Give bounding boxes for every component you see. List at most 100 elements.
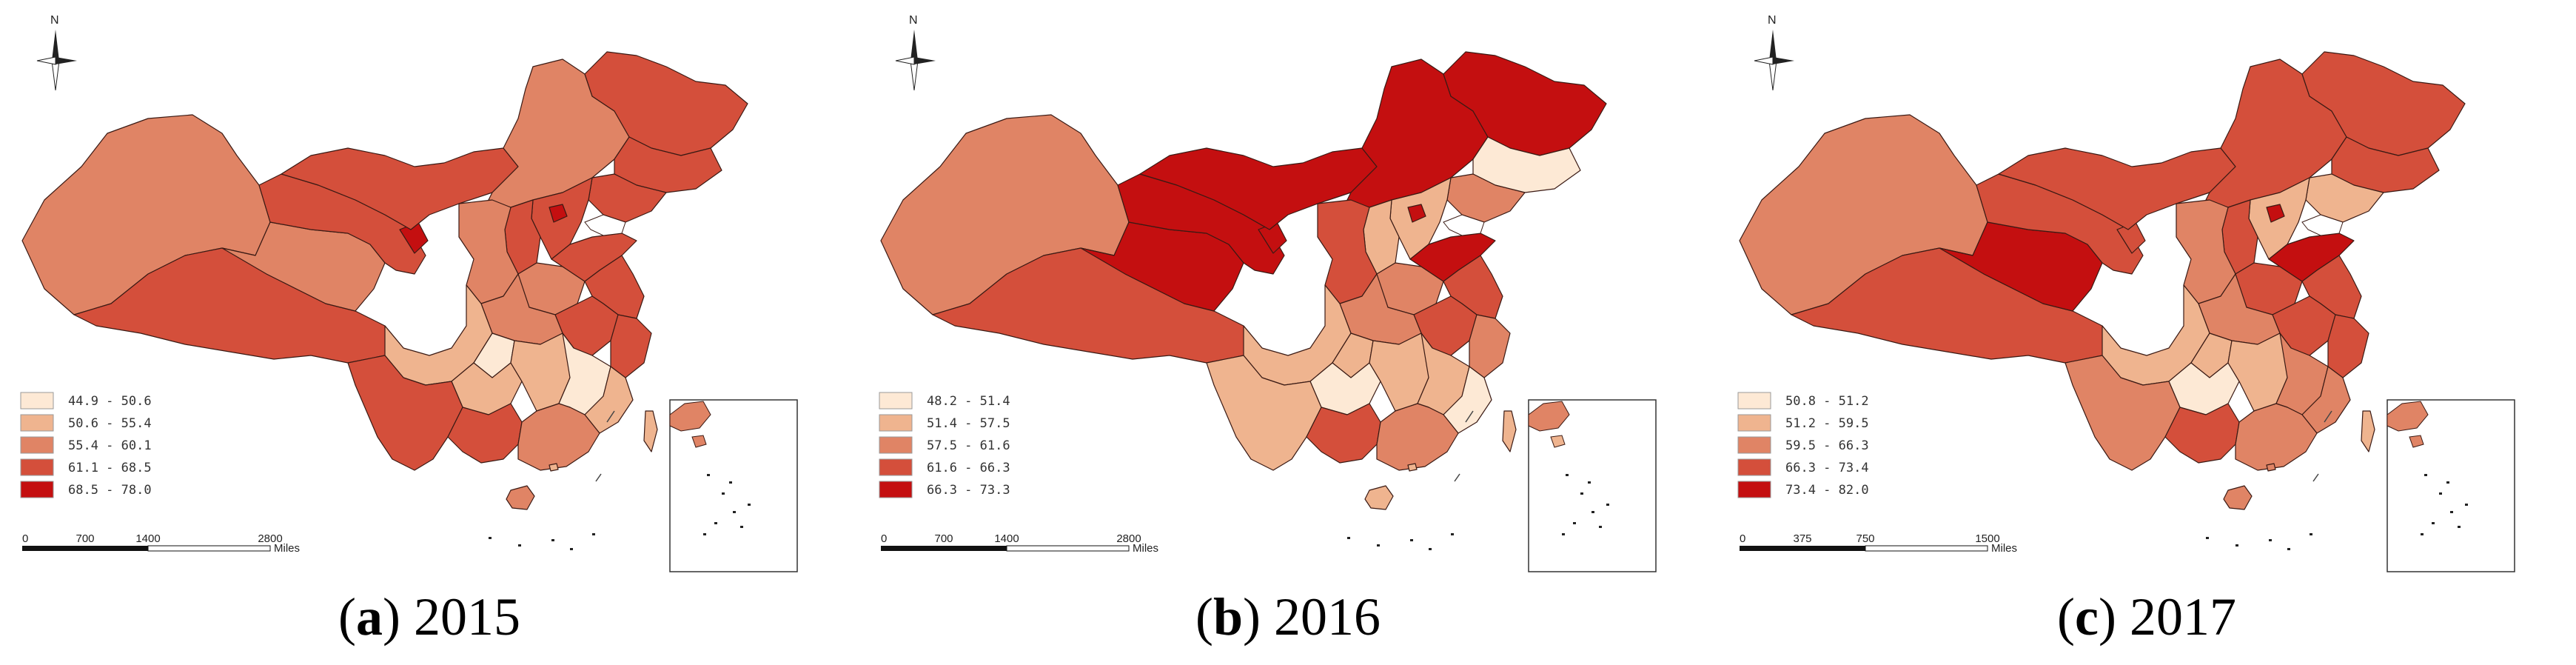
legend-label-2: 51.2 - 59.5 [1785, 416, 1869, 431]
province-fujian [2301, 366, 2351, 434]
scale-segment-light [1865, 545, 1988, 552]
south-china-sea-inset [2387, 399, 2515, 572]
island-mark [592, 533, 595, 535]
island-mark [1347, 537, 1350, 539]
map-panel-2015: N 44.9 - 50.6 50.6 - 55.4 55.4 - 60.1 61.1 -… [0, 0, 859, 665]
north-label: N [1768, 14, 1777, 27]
inset-island [2421, 533, 2424, 535]
province-liaoning [2305, 173, 2384, 223]
province-zhejiang [610, 314, 652, 378]
inset-island [2424, 474, 2427, 476]
inset-island [1606, 504, 1609, 506]
inset-island [1599, 526, 1602, 528]
north-arrow-icon: N [895, 14, 936, 91]
map-panel-2017: N 50.8 - 51.2 51.2 - 59.5 59.5 - 66.3 66.3 -… [1717, 0, 2576, 665]
north-label: N [50, 14, 59, 27]
legend-swatch-2 [20, 414, 54, 432]
bohai-sea [584, 214, 626, 236]
island-mark [2206, 537, 2209, 539]
legend-swatch-1 [20, 392, 54, 410]
inset-island [729, 481, 732, 484]
island-mark [489, 537, 492, 539]
province-fujian [1443, 366, 1492, 434]
province-guangdong [517, 403, 600, 471]
island-mark [518, 544, 521, 547]
scale-segment-dark [22, 546, 148, 551]
scale-tick-1: 700 [934, 532, 953, 545]
inset-island [2465, 504, 2468, 506]
scale-tick-0: 0 [22, 532, 28, 545]
province-liaoning [1446, 173, 1526, 223]
province-shandong [551, 233, 637, 282]
province-layer [21, 51, 748, 510]
legend-swatch-5 [1737, 481, 1771, 498]
island-mark [2269, 539, 2272, 541]
inset-island [2458, 526, 2461, 528]
province-zhejiang [2327, 314, 2369, 378]
legend-label-4: 61.6 - 66.3 [927, 461, 1010, 475]
province-shandong [1409, 233, 1496, 282]
legend-swatch-4 [1737, 458, 1771, 476]
inset-island [714, 522, 717, 524]
south-china-sea-inset [669, 399, 798, 572]
scale-unit: Miles [1991, 542, 2017, 555]
province-heilongjiang [584, 51, 748, 156]
scale-tick-3: 2800 [258, 532, 282, 545]
scale-segment-dark [1740, 546, 1865, 551]
province-layer [1739, 51, 2466, 510]
scale-tick-2: 750 [1856, 532, 1874, 545]
province-taiwan [1502, 410, 1517, 452]
province-taiwan [2361, 410, 2375, 452]
coastal-lines [595, 410, 615, 482]
caption-year: 2015 [413, 587, 520, 646]
inset-island [740, 526, 743, 528]
legend: 48.2 - 51.4 51.4 - 57.5 57.5 - 61.6 61.6 - … [879, 392, 1010, 498]
legend-label-5: 66.3 - 73.3 [927, 483, 1010, 498]
legend: 50.8 - 51.2 51.2 - 59.5 59.5 - 66.3 66.3 - … [1737, 392, 1869, 498]
province-guangxi [2164, 403, 2240, 464]
bohai-sea [1443, 214, 1485, 236]
legend-swatch-2 [879, 414, 913, 432]
scale-unit: Miles [274, 542, 300, 555]
inset-island [733, 511, 736, 513]
inset-island [2439, 492, 2442, 495]
island-mark [2235, 544, 2238, 547]
inset-island [2450, 511, 2453, 513]
inset-coast [669, 401, 711, 432]
island-marks [1347, 410, 1474, 550]
legend-label-3: 55.4 - 60.1 [68, 438, 152, 453]
caption-letter: b [1212, 587, 1244, 646]
scale-tick-3: 2800 [1116, 532, 1141, 545]
inset-island [1591, 511, 1594, 513]
province-yunnan [347, 355, 463, 471]
inset-island [1588, 481, 1591, 484]
island-mark [1451, 533, 1454, 535]
scale-segment-dark [881, 546, 1007, 551]
caption-letter: c [2075, 587, 2099, 646]
scale-tick-0: 0 [881, 532, 887, 545]
province-jilin [2331, 136, 2440, 193]
legend: 44.9 - 50.6 50.6 - 55.4 55.4 - 60.1 61.1 - … [20, 392, 152, 498]
scale-unit: Miles [1133, 542, 1158, 555]
legend-label-5: 73.4 - 82.0 [1785, 483, 1869, 498]
caption-year: 2016 [1274, 587, 1381, 646]
province-heilongjiang [1443, 51, 1607, 156]
legend-label-4: 61.1 - 68.5 [68, 461, 152, 475]
north-label: N [909, 14, 918, 27]
caption-2017: (c) 2017 [2057, 587, 2236, 646]
province-hainan [506, 485, 535, 510]
legend-swatch-4 [879, 458, 913, 476]
province-beijing [549, 204, 568, 223]
inset-coast [2387, 401, 2429, 432]
legend-label-1: 50.8 - 51.2 [1785, 394, 1869, 409]
province-guangxi [1306, 403, 1381, 464]
province-hong-kong-macau [2266, 463, 2276, 472]
province-fujian [584, 366, 634, 434]
inset-island [748, 504, 751, 506]
map-svg-2015: N 44.9 - 50.6 50.6 - 55.4 55.4 - 60.1 61.1 -… [20, 14, 798, 572]
province-layer [880, 51, 1607, 510]
map-svg-2016: N 48.2 - 51.4 51.4 - 57.5 57.5 - 61.6 61.6 -… [879, 14, 1657, 572]
legend-swatch-3 [20, 436, 54, 454]
province-beijing [2266, 204, 2285, 223]
